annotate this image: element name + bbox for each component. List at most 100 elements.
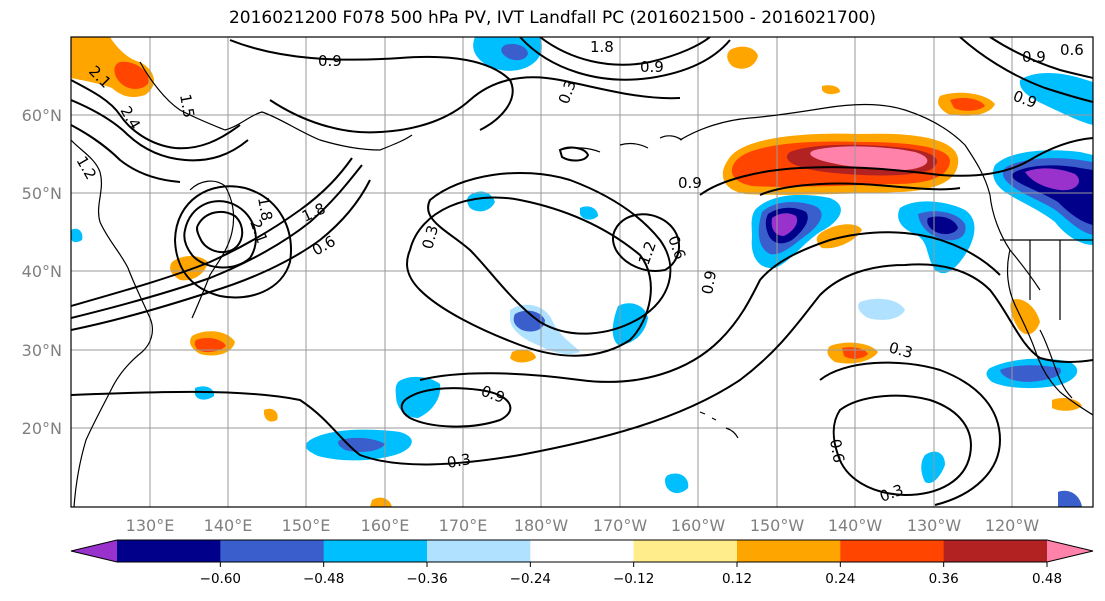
colorbar-segment	[840, 540, 945, 562]
map-frame	[70, 36, 1094, 508]
contour-labels: 0.9 1.5 2.1 2.4 1.8 0.3 0.9 1.8 0.6 0.3 …	[73, 38, 1084, 506]
colorbar-tick-label: −0.24	[510, 571, 551, 587]
contour-label: 0.3	[887, 338, 915, 362]
colorbar-tick-label: 0.48	[1032, 571, 1062, 587]
colorbar-segment	[220, 540, 325, 562]
contour-label: 0.3	[446, 450, 473, 472]
lon-label: 160°E	[361, 516, 410, 535]
negative-anomaly-small-4	[71, 228, 83, 243]
positive-anomaly-central	[816, 224, 862, 249]
lon-label: 120°W	[985, 516, 1040, 535]
lon-label: 170°W	[593, 516, 648, 535]
colorbar-extend-min	[71, 540, 117, 562]
lon-label: 150°E	[282, 516, 331, 535]
contour-label: 1.8	[254, 196, 276, 223]
lat-label-30n: 30°N	[22, 341, 62, 360]
coastlines	[71, 61, 1093, 507]
contour-label: 1.8	[590, 38, 614, 56]
colorbar-outline	[70, 539, 1094, 563]
lon-label: 170°E	[439, 516, 488, 535]
colorbar-tick-label: −0.36	[406, 571, 447, 587]
contour-alaska-ridge-2	[759, 182, 961, 196]
lat-label-40n: 40°N	[22, 262, 62, 281]
positive-anomaly-coast	[1010, 299, 1040, 335]
coast-west-us	[1006, 249, 1093, 416]
coast-japan	[189, 180, 235, 319]
contour-aleutian-low	[558, 146, 590, 162]
negative-anomaly-east-max	[927, 216, 958, 235]
lon-label: 130°E	[126, 516, 175, 535]
lon-label: 140°W	[828, 516, 883, 535]
contour-japan-loop-3	[173, 185, 292, 299]
contour-nw-1	[71, 79, 241, 150]
contour-0-9-inner-subtropics	[400, 387, 512, 428]
contour-label: 0.9	[1022, 48, 1046, 66]
negative-anomaly-se	[1058, 490, 1082, 507]
negative-anomaly-gulf-max	[771, 213, 798, 236]
pv-contours	[71, 37, 1093, 506]
negative-anomaly-canada-max	[1025, 168, 1080, 191]
positive-anomaly-alaska-ne-core	[950, 98, 985, 111]
negative-anomaly-small-3	[195, 386, 215, 400]
graticule	[71, 37, 1093, 507]
colorbar-segment	[943, 540, 1048, 562]
positive-anomaly-small-3	[370, 497, 392, 507]
positive-anomaly-small-5	[1052, 398, 1082, 411]
contour-north-arc-2	[519, 37, 731, 81]
contour-north-arc	[539, 37, 711, 66]
colorbar-tick-label: 0.24	[825, 571, 855, 587]
positive-anomaly-west-pac-core	[194, 338, 226, 353]
longitude-labels: 130°E 140°E 150°E 160°E 170°E 180°W 170°…	[126, 516, 1040, 535]
contour-east-pac-loop	[832, 394, 972, 497]
contour-mid-north	[269, 76, 681, 134]
coast-alaska	[679, 103, 1041, 291]
contour-label: 0.9	[678, 174, 702, 192]
lon-label: 160°W	[671, 516, 726, 535]
positive-anomaly-kamchatka-core	[114, 61, 149, 89]
contour-nw-3	[71, 124, 181, 183]
negative-anomaly-south-2	[664, 473, 689, 494]
positive-anomaly-small-2	[510, 350, 536, 363]
colorbar-tick-label: −0.48	[303, 571, 344, 587]
positive-anomaly-small-6	[822, 85, 840, 95]
contour-0-9-subtropical-loop	[419, 231, 1001, 383]
negative-anomaly-subtropical-1-core	[337, 437, 385, 452]
positive-anomaly-small-4	[263, 408, 278, 422]
colorbar-tick-label: 0.12	[722, 571, 752, 587]
colorbar-segment	[323, 540, 428, 562]
contour-label: 0.9	[640, 58, 664, 76]
contour-label: 1.5	[176, 93, 198, 120]
hawaii	[699, 411, 739, 439]
colorbar-segment	[633, 540, 738, 562]
lon-label: 150°W	[750, 516, 805, 535]
contour-alaska-ridge	[699, 137, 1093, 196]
colorbar: −0.60 −0.48 −0.36 −0.24 −0.12 0.12 0.24 0.36 0.4…	[70, 539, 1094, 587]
colorbar-segment	[427, 540, 531, 562]
contour-ne-corner	[959, 37, 1093, 103]
colorbar-segment	[530, 540, 635, 562]
contour-japan-loop-1	[183, 200, 257, 269]
lon-label: 180°W	[514, 516, 569, 535]
contour-0-3-subtropics	[71, 263, 1093, 466]
negative-anomaly-south	[921, 451, 945, 484]
contour-label: 0.6	[826, 438, 848, 465]
coast-baja	[1039, 329, 1073, 399]
negative-anomaly-small-2	[580, 206, 598, 220]
contour-0-6-loop	[406, 196, 652, 357]
contour-ne-corner-2	[989, 37, 1093, 79]
contour-nw-2	[71, 99, 249, 162]
contour-japan-loop-2	[195, 210, 244, 254]
lon-label: 130°W	[907, 516, 962, 535]
border-canada-us	[1000, 239, 1093, 320]
contour-label: 0.9	[698, 269, 720, 296]
lon-label: 140°E	[204, 516, 253, 535]
negative-anomaly-east-pac-core	[1000, 365, 1061, 382]
negative-anomaly-hawaii-ne	[858, 298, 905, 320]
lat-label-60n: 60°N	[22, 106, 62, 125]
contour-east-pac-outer	[819, 361, 1002, 506]
negative-anomaly-subtropical-3-core	[513, 310, 545, 332]
contour-north-0-9	[229, 39, 514, 131]
contour-0-3-north-loop	[427, 171, 672, 335]
map-title: 2016021200 F078 500 hPa PV, IVT Landfall…	[228, 8, 876, 28]
